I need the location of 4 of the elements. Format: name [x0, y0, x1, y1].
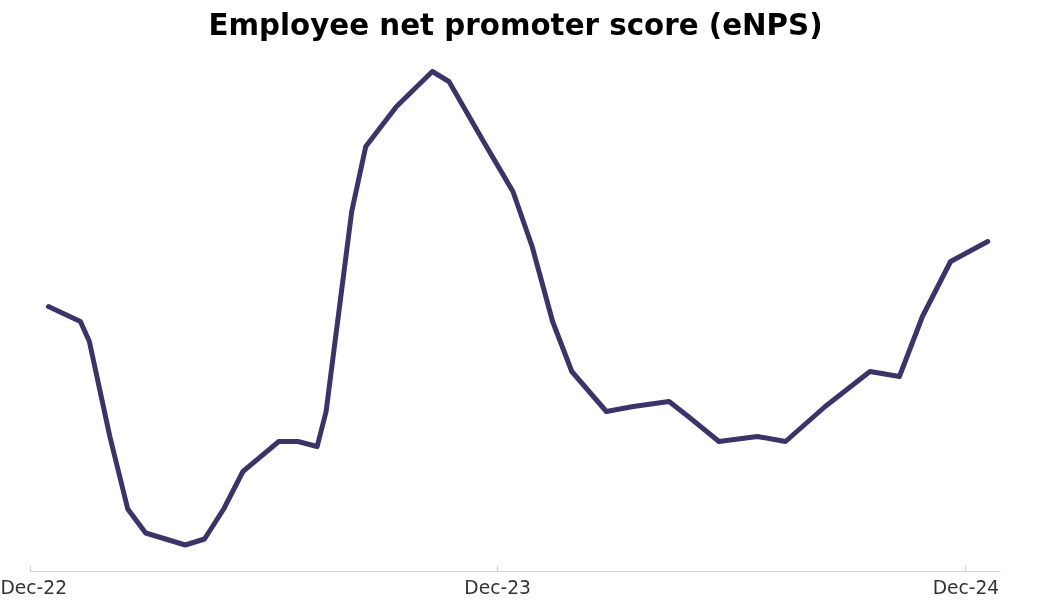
- x-tick-label: Dec-23: [464, 576, 531, 598]
- x-tick-label: Dec-24: [932, 576, 1000, 598]
- chart-title: Employee net promoter score (eNPS): [208, 7, 823, 42]
- x-tick-label: Dec-22: [0, 576, 68, 598]
